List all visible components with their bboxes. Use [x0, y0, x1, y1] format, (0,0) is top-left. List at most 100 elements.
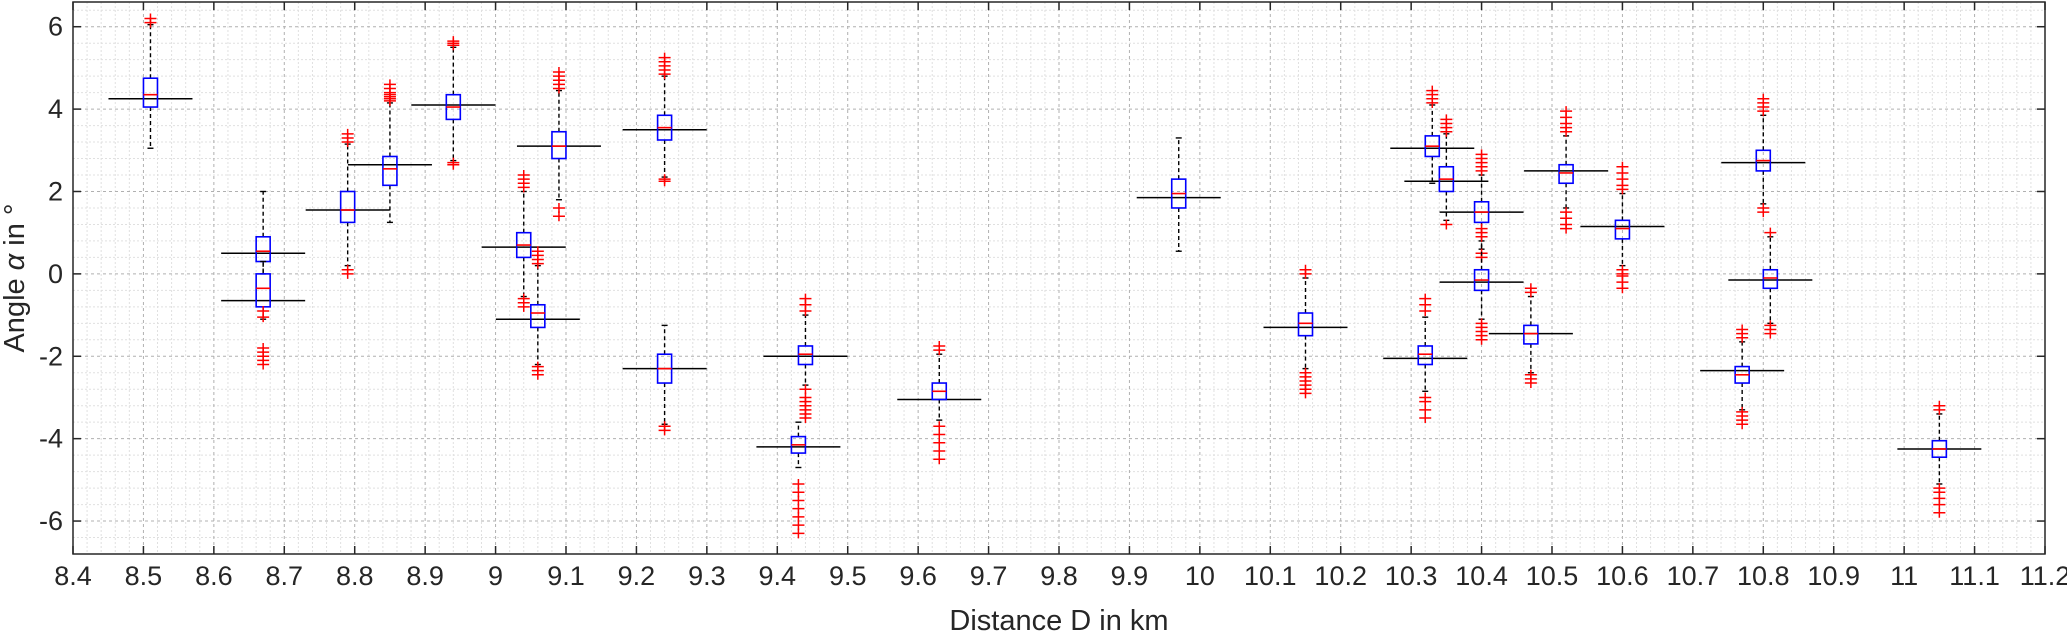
- box-iqr: [1614, 219, 1631, 240]
- box-group: [790, 421, 807, 539]
- outlier-marker: [1475, 334, 1488, 345]
- outlier-marker: [1616, 283, 1629, 294]
- outlier-marker: [447, 159, 460, 170]
- outlier-marker: [531, 369, 544, 380]
- box-group: [1170, 137, 1187, 252]
- outlier-marker: [552, 67, 565, 78]
- box-iqr: [1558, 163, 1574, 185]
- y-tick-label: 0: [48, 259, 63, 289]
- y-tick-label: -2: [39, 341, 63, 371]
- x-tick-label: 10.9: [1807, 561, 1860, 591]
- outlier-marker: [257, 312, 270, 323]
- x-tick-label: 9.2: [618, 561, 656, 591]
- outlier-marker: [1933, 400, 1946, 411]
- x-tick-label: 10.7: [1667, 561, 1720, 591]
- box-group: [1614, 161, 1631, 294]
- box-group: [1297, 264, 1314, 399]
- outlier-marker: [1524, 283, 1537, 294]
- x-tick-label: 11.2: [2020, 561, 2067, 591]
- y-axis-label-symbol: α: [0, 252, 31, 270]
- box-group: [1523, 283, 1539, 389]
- box-group: [515, 170, 532, 312]
- outlier-marker: [552, 211, 565, 222]
- outlier-marker: [792, 528, 805, 539]
- outlier-marker: [1426, 85, 1439, 96]
- x-axis-label: Distance D in km: [949, 605, 1168, 636]
- x-tick-label: 10.1: [1244, 561, 1297, 591]
- box-iqr: [142, 77, 159, 108]
- box-group: [1473, 223, 1490, 345]
- outlier-marker: [933, 340, 946, 351]
- box-group: [1931, 400, 1948, 518]
- y-tick-label: -4: [39, 424, 63, 454]
- x-tick-label: 10.4: [1455, 561, 1508, 591]
- reference-lines: [108, 98, 1982, 450]
- x-tick-label: 9.9: [1111, 561, 1149, 591]
- outlier-marker: [1475, 223, 1488, 234]
- outlier-marker: [1524, 378, 1537, 389]
- box-group: [1755, 93, 1772, 218]
- box-iqr: [551, 130, 567, 160]
- y-tick-label: 4: [48, 94, 63, 124]
- x-tick-label: 9.4: [759, 561, 797, 591]
- box-iqr: [797, 345, 814, 366]
- x-tick-label: 10: [1185, 561, 1215, 591]
- y-axis-label: Angle α in °: [0, 203, 31, 352]
- x-axis-ticks: 8.4 8.5 8.6 8.7 8.8 8.9 9 9.1 9.2 9.3 9.4 9.5 9.6 9.7…: [54, 2, 2067, 591]
- outlier-marker: [1757, 93, 1770, 104]
- outlier-marker: [257, 359, 270, 370]
- box-group: [656, 52, 673, 187]
- outlier-marker: [1757, 207, 1770, 218]
- x-tick-label: 9.6: [899, 561, 937, 591]
- y-axis-label-prefix: Angle: [0, 270, 31, 352]
- outlier-marker: [1616, 161, 1629, 172]
- outlier-marker: [658, 425, 671, 436]
- x-tick-label: 9.3: [688, 561, 726, 591]
- box-group: [142, 13, 159, 149]
- outlier-marker: [341, 128, 354, 139]
- outlier-marker: [658, 52, 671, 63]
- box-group: [1424, 85, 1441, 184]
- x-tick-label: 8.5: [125, 561, 163, 591]
- x-tick-label: 8.7: [266, 561, 304, 591]
- y-axis-ticks: -6 -4 -2 0 2 4 6: [39, 12, 2045, 536]
- outlier-marker: [1475, 149, 1488, 160]
- box-group: [530, 246, 546, 380]
- box-group: [797, 293, 814, 424]
- y-tick-label: 2: [48, 176, 63, 206]
- outlier-marker: [1440, 219, 1453, 230]
- x-tick-label: 8.4: [54, 561, 92, 591]
- box-series: [142, 13, 1948, 539]
- box-group: [656, 324, 673, 436]
- outlier-marker: [341, 268, 354, 279]
- x-tick-label: 10.6: [1596, 561, 1649, 591]
- box-iqr: [1523, 324, 1539, 345]
- major-grid: [72, 2, 2046, 554]
- outlier-marker: [1736, 324, 1749, 335]
- outlier-marker: [383, 79, 396, 90]
- x-tick-label: 9.7: [970, 561, 1008, 591]
- box-iqr: [382, 155, 398, 187]
- box-group: [1473, 149, 1490, 263]
- x-tick-label: 8.8: [336, 561, 374, 591]
- box-group: [1762, 227, 1779, 339]
- outlier-marker: [517, 301, 530, 312]
- box-iqr: [530, 303, 546, 329]
- outlier-marker: [1764, 328, 1777, 339]
- outlier-marker: [517, 170, 530, 181]
- box-group: [1417, 293, 1434, 424]
- outlier-marker: [1933, 507, 1946, 518]
- outlier-marker: [1299, 264, 1312, 275]
- outlier-marker: [1440, 114, 1453, 125]
- x-tick-label: 9.1: [547, 561, 585, 591]
- box-iqr: [1297, 312, 1314, 337]
- x-tick-label: 9.8: [1040, 561, 1078, 591]
- box-group: [255, 260, 271, 370]
- box-group: [445, 36, 462, 170]
- outlier-marker: [658, 176, 671, 187]
- outlier-marker: [1419, 293, 1432, 304]
- box-iqr: [1762, 268, 1779, 290]
- x-tick-label: 10.8: [1737, 561, 1790, 591]
- outlier-marker: [1419, 413, 1432, 424]
